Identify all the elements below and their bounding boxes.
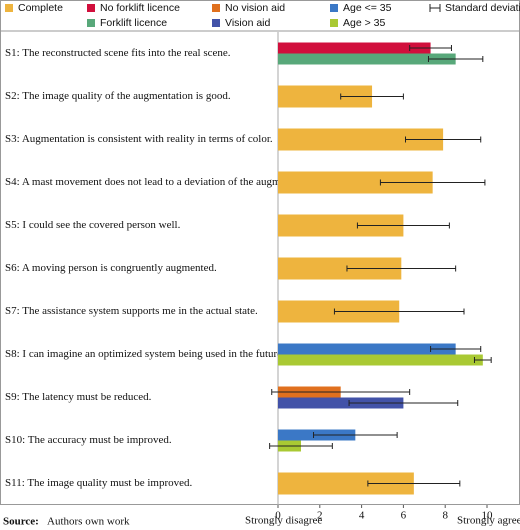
legend-label: No vision aid bbox=[225, 2, 285, 14]
legend-label: Forklift licence bbox=[100, 17, 167, 29]
x-min-label: Strongly disagree bbox=[245, 515, 322, 527]
bar bbox=[278, 472, 414, 495]
source-label: Source: bbox=[3, 516, 39, 528]
legend-label: Standard deviation bbox=[445, 2, 520, 14]
category-label: S2: The image quality of the augmentatio… bbox=[5, 90, 231, 102]
category-label: S1: The reconstructed scene fits into th… bbox=[5, 47, 231, 59]
plot-area: 0 2 4 6 8 10 S1: The reconstructed scene fits … bbox=[5, 32, 493, 522]
frame bbox=[0, 0, 520, 505]
x-tick-label: 0 bbox=[275, 510, 281, 522]
legend-label: Complete bbox=[18, 2, 63, 14]
category-label: S4: A mast movement does not lead to a d… bbox=[5, 176, 319, 188]
x-tick-label: 4 bbox=[359, 510, 365, 522]
legend-label: No forklift licence bbox=[100, 2, 180, 14]
bar bbox=[278, 53, 456, 65]
x-tick-label: 8 bbox=[442, 510, 448, 522]
bar bbox=[278, 85, 373, 108]
x-tick-label: 6 bbox=[401, 510, 407, 522]
bar bbox=[278, 257, 402, 280]
bar bbox=[278, 171, 433, 194]
x-tick-label: 2 bbox=[317, 510, 323, 522]
legend-swatch bbox=[87, 4, 95, 12]
category-label: S8: I can imagine an optimized system be… bbox=[5, 348, 285, 360]
legend-swatch bbox=[212, 19, 220, 27]
bar bbox=[278, 343, 456, 355]
bar bbox=[278, 354, 483, 366]
bar bbox=[278, 214, 404, 237]
category-label: S7: The assistance system supports me in… bbox=[5, 305, 258, 317]
legend-label: Age > 35 bbox=[343, 17, 385, 29]
category-label: S6: A moving person is congruently augme… bbox=[5, 262, 217, 274]
bar bbox=[278, 42, 431, 54]
x-tick-label: 10 bbox=[482, 510, 494, 522]
category-label: S9: The latency must be reduced. bbox=[5, 391, 152, 403]
category-label: S11: The image quality must be improved. bbox=[5, 477, 193, 489]
bar bbox=[278, 128, 444, 151]
legend-label: Vision aid bbox=[225, 17, 270, 29]
source-text: Authors own work bbox=[47, 516, 130, 528]
legend-swatch bbox=[330, 19, 338, 27]
legend-swatch bbox=[5, 4, 13, 12]
legend-label: Age <= 35 bbox=[343, 2, 392, 14]
category-label: S5: I could see the covered person well. bbox=[5, 219, 181, 231]
legend: Complete No forklift licence No vision aid… bbox=[5, 2, 520, 29]
x-max-label: Strongly agree bbox=[457, 515, 520, 527]
category-label: S10: The accuracy must be improved. bbox=[5, 434, 172, 446]
legend-swatch bbox=[87, 19, 95, 27]
legend-swatch bbox=[212, 4, 220, 12]
bar bbox=[278, 397, 404, 409]
category-label: S3: Augmentation is consistent with real… bbox=[5, 133, 273, 145]
legend-swatch bbox=[330, 4, 338, 12]
